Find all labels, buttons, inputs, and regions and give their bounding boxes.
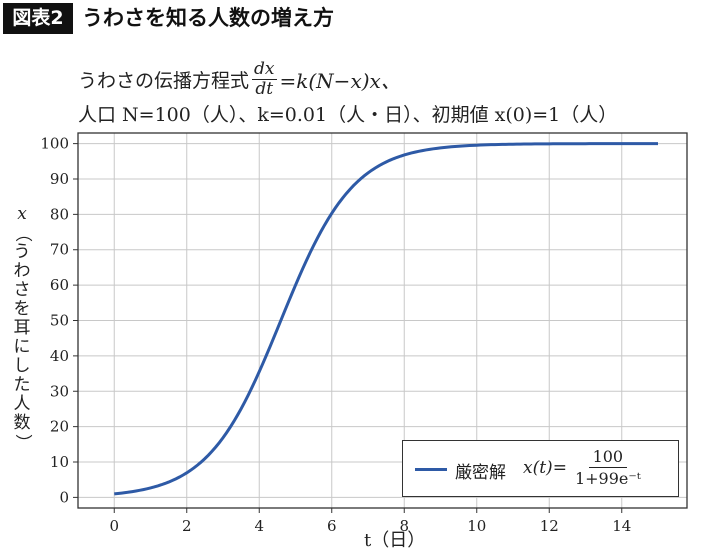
y-tick-label: 80 (50, 205, 69, 223)
y-tick-label: 20 (50, 418, 69, 436)
series-line-exact (114, 142, 659, 496)
y-tick-label: 100 (40, 135, 69, 153)
x-tick-label: 6 (327, 517, 337, 535)
y-tick-label: 50 (50, 312, 69, 330)
y-axis-label: x （うわさを耳にした人数） (10, 205, 34, 452)
formula-denominator: 1+99e⁻ᵗ (574, 469, 641, 488)
fraction-denominator: dt (255, 78, 274, 99)
figure-badge: 図表2 (3, 3, 73, 34)
x-tick-label: 12 (540, 517, 559, 535)
y-axis-label-char: 耳 (13, 318, 31, 338)
equation-rhs: =k(N−x)x、 (279, 68, 401, 93)
x-tick-label: 2 (182, 517, 192, 535)
formula-fraction: 100 1+99e⁻ᵗ (571, 447, 645, 488)
y-axis-label-char: し (13, 356, 31, 376)
y-tick-label: 0 (59, 488, 69, 506)
equation-line: うわさの伝播方程式 dx dt =k(N−x)x、 (78, 58, 401, 99)
formula-numerator: 100 (588, 447, 628, 468)
y-axis-label-char: わ (13, 261, 31, 281)
y-axis-label-char: さ (13, 280, 31, 300)
y-axis-label-char: を (13, 299, 31, 319)
y-tick-label: 30 (50, 382, 69, 400)
x-axis-label: t（日） (364, 530, 426, 551)
figure-title: うわさを知る人数の増え方 (82, 6, 334, 30)
legend-label: 厳密解 (455, 463, 506, 483)
equation-label: うわさの伝播方程式 (78, 69, 250, 92)
legend: 厳密解 x(t) = 100 1+99e⁻ᵗ (402, 440, 679, 497)
x-tick-label: 4 (254, 517, 264, 535)
legend-formula: x(t) = 100 1+99e⁻ᵗ (523, 447, 645, 488)
y-axis-label-char: う (13, 242, 31, 262)
y-axis-label-char: 数 (13, 413, 31, 433)
y-axis-label-char: た (13, 375, 31, 395)
x-tick-label: 8 (399, 517, 409, 535)
y-axis-label-char: x (17, 204, 27, 224)
fraction-numerator: dx (252, 58, 277, 80)
y-tick-label: 70 (50, 241, 69, 259)
axis-ticks: 0 2 4 6 8 10 12 14 0 10 20 30 40 50 60 70 80 90 100 (40, 135, 631, 535)
x-tick-label: 0 (109, 517, 119, 535)
legend-swatch (415, 468, 447, 471)
x-tick-label: 10 (467, 517, 486, 535)
y-tick-label: 10 (50, 453, 69, 471)
y-axis-label-char: に (13, 337, 31, 357)
grid-lines (78, 133, 687, 508)
y-tick-label: 90 (50, 170, 69, 188)
formula-lhs: x(t) (523, 457, 553, 478)
x-tick-label: 14 (612, 517, 631, 535)
y-axis-label-char: 人 (13, 394, 31, 414)
y-tick-label: 40 (50, 347, 69, 365)
formula-equals: = (552, 457, 567, 478)
equation-conditions: 人口 N=100（人）、k=0.01（人・日）、初期値 x(0)=1（人） (78, 104, 618, 126)
derivative-fraction: dx dt (252, 58, 277, 99)
y-tick-label: 60 (50, 276, 69, 294)
